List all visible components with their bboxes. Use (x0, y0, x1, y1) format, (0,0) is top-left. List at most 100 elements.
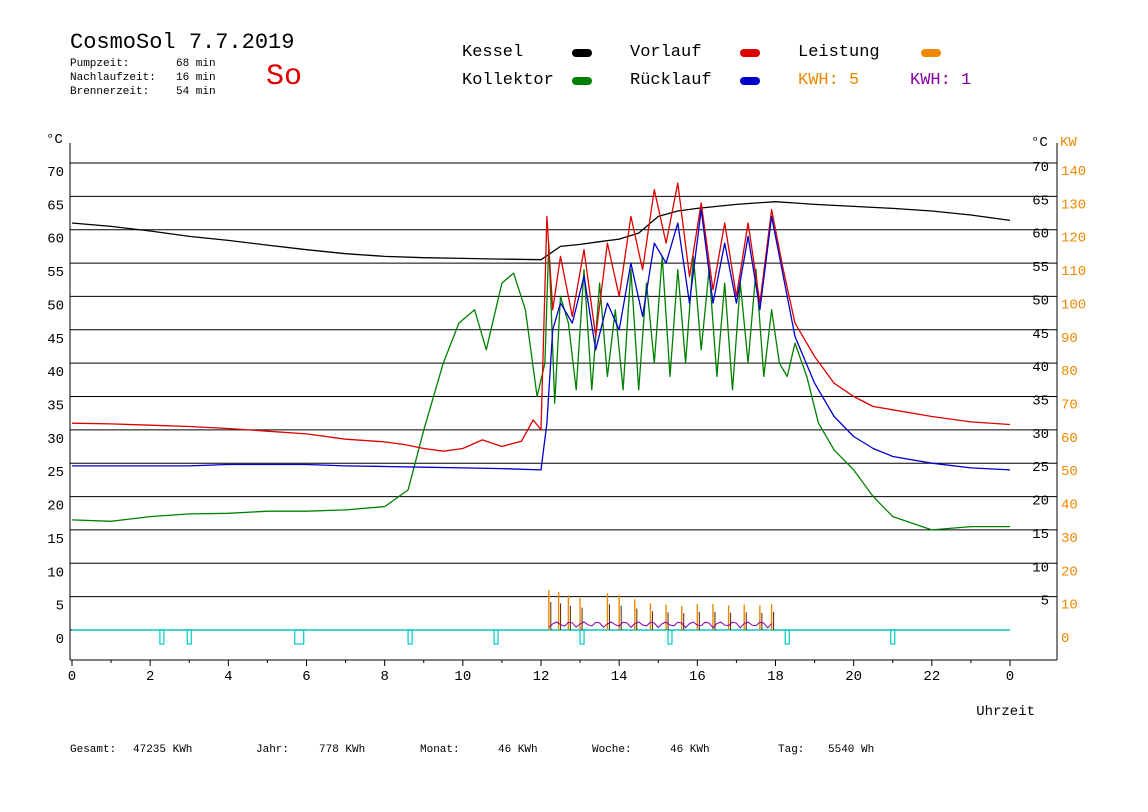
x-axis-label: Uhrzeit (976, 704, 1035, 720)
pump-status-pulse (407, 629, 413, 645)
y-tick-left: 30 (47, 432, 64, 448)
legend-vorlauf: Vorlauf (630, 43, 702, 62)
stat-label-nachlaufzeit: Nachlaufzeit: (70, 72, 156, 84)
y-tick-kw: 110 (1061, 264, 1086, 280)
y-tick-right: 45 (1032, 327, 1049, 343)
y-tick-kw: 40 (1061, 498, 1078, 514)
footer-label-tag: Tag: (778, 744, 805, 756)
y-tick-right: 30 (1032, 427, 1049, 443)
y-tick-kw: 30 (1061, 531, 1078, 547)
ruecklauf-line (72, 209, 1011, 471)
y-tick-kw: 0 (1061, 631, 1069, 647)
legend-leistung: Leistung (798, 43, 880, 62)
pump-status-pulse (667, 629, 673, 645)
footer-label-jahr: Jahr: (256, 744, 290, 756)
y-tick-right: 15 (1032, 527, 1049, 543)
footer-label-woche: Woche: (592, 744, 632, 756)
kwh-band-line (548, 621, 772, 629)
pump-status-pulse (294, 629, 305, 645)
y-tick-right: 50 (1032, 293, 1049, 309)
x-tick-label: 6 (302, 669, 310, 685)
x-tick-label: 2 (146, 669, 154, 685)
legend-ruecklauf: Rücklauf (630, 71, 712, 90)
x-tick-label: 8 (380, 669, 388, 685)
y-tick-kw: 140 (1061, 164, 1086, 180)
y-tick-kw: 70 (1061, 398, 1078, 414)
y-tick-kw: 90 (1061, 331, 1078, 347)
y-axis-unit-kw: KW (1060, 135, 1077, 151)
x-tick-label: 14 (611, 669, 628, 685)
y-tick-left: 15 (47, 532, 64, 548)
y-tick-right: 25 (1032, 460, 1049, 476)
legend-kwh-purple: KWH: 1 (910, 71, 972, 90)
stat-value-brennerzeit: 54 min (176, 86, 216, 98)
y-tick-left: 60 (47, 232, 64, 248)
y-tick-kw: 60 (1061, 431, 1078, 447)
footer-label-gesamt: Gesamt: (70, 744, 117, 756)
footer-value-gesamt: 47235 KWh (133, 744, 193, 756)
legend-ruecklauf-swatch (740, 77, 760, 85)
pump-status-pulse (186, 629, 192, 645)
x-tick-label: 16 (689, 669, 706, 685)
stat-label-pumpzeit: Pumpzeit: (70, 58, 130, 70)
y-tick-right: 35 (1032, 394, 1049, 410)
y-tick-left: 65 (47, 198, 64, 214)
stat-value-pumpzeit: 68 min (176, 58, 216, 70)
y-tick-kw: 100 (1061, 297, 1086, 313)
kollektor-line (71, 242, 1010, 531)
y-tick-left: 50 (47, 298, 64, 314)
y-tick-right: 55 (1032, 260, 1049, 276)
stat-label-brennerzeit: Brennerzeit: (70, 86, 150, 98)
x-tick-label: 4 (224, 669, 232, 685)
legend-kwh-orange: KWH: 5 (798, 71, 860, 90)
y-tick-right: 5 (1041, 594, 1049, 610)
legend-kessel: Kessel (462, 43, 524, 62)
footer-value-monat: 46 KWh (498, 744, 538, 756)
x-tick-label: 22 (923, 669, 940, 685)
y-tick-left: 40 (47, 365, 64, 381)
y-tick-kw: 120 (1061, 231, 1086, 247)
y-tick-right: 40 (1032, 360, 1049, 376)
x-tick-label: 0 (1006, 669, 1014, 685)
x-tick-label: 0 (68, 669, 76, 685)
y-tick-left: 10 (47, 565, 64, 581)
y-tick-left: 20 (47, 499, 64, 515)
footer-value-woche: 46 KWh (670, 744, 710, 756)
x-tick-label: 10 (454, 669, 471, 685)
pump-status-pulse (784, 629, 790, 645)
y-tick-kw: 80 (1061, 364, 1078, 380)
footer-value-tag: 5540 Wh (828, 744, 875, 756)
legend-kollektor-swatch (572, 77, 592, 85)
y-tick-right: 10 (1032, 560, 1049, 576)
pump-status-pulse (493, 629, 499, 645)
pump-status-pulse (579, 629, 585, 645)
legend-kollektor: Kollektor (462, 71, 554, 90)
pump-status-pulse (890, 629, 896, 645)
kessel-line (71, 201, 1011, 261)
y-tick-left: 25 (47, 465, 64, 481)
y-tick-right: 20 (1032, 494, 1049, 510)
y-tick-left: 35 (47, 399, 64, 415)
y-tick-kw: 10 (1061, 598, 1078, 614)
chart-title: CosmoSol 7.7.2019 (70, 30, 295, 55)
pump-status-pulse (159, 629, 165, 645)
y-tick-left: 70 (47, 165, 64, 181)
x-tick-label: 20 (845, 669, 862, 685)
y-tick-kw: 130 (1061, 197, 1086, 213)
y-axis-unit-right: °C (1031, 135, 1048, 151)
y-tick-left: 55 (47, 265, 64, 281)
legend-kessel-swatch (572, 49, 592, 57)
y-tick-kw: 20 (1061, 564, 1078, 580)
stat-value-nachlaufzeit: 16 min (176, 72, 216, 84)
legend-leistung-swatch (921, 49, 941, 57)
y-tick-left: 0 (56, 632, 64, 648)
y-tick-left: 5 (56, 599, 64, 615)
y-axis-unit-left: °C (46, 132, 63, 148)
footer-value-jahr: 778 KWh (319, 744, 366, 756)
x-tick-label: 18 (767, 669, 784, 685)
footer-label-monat: Monat: (420, 744, 460, 756)
y-tick-right: 65 (1032, 193, 1049, 209)
y-tick-right: 70 (1032, 160, 1049, 176)
vorlauf-line (71, 182, 1011, 452)
